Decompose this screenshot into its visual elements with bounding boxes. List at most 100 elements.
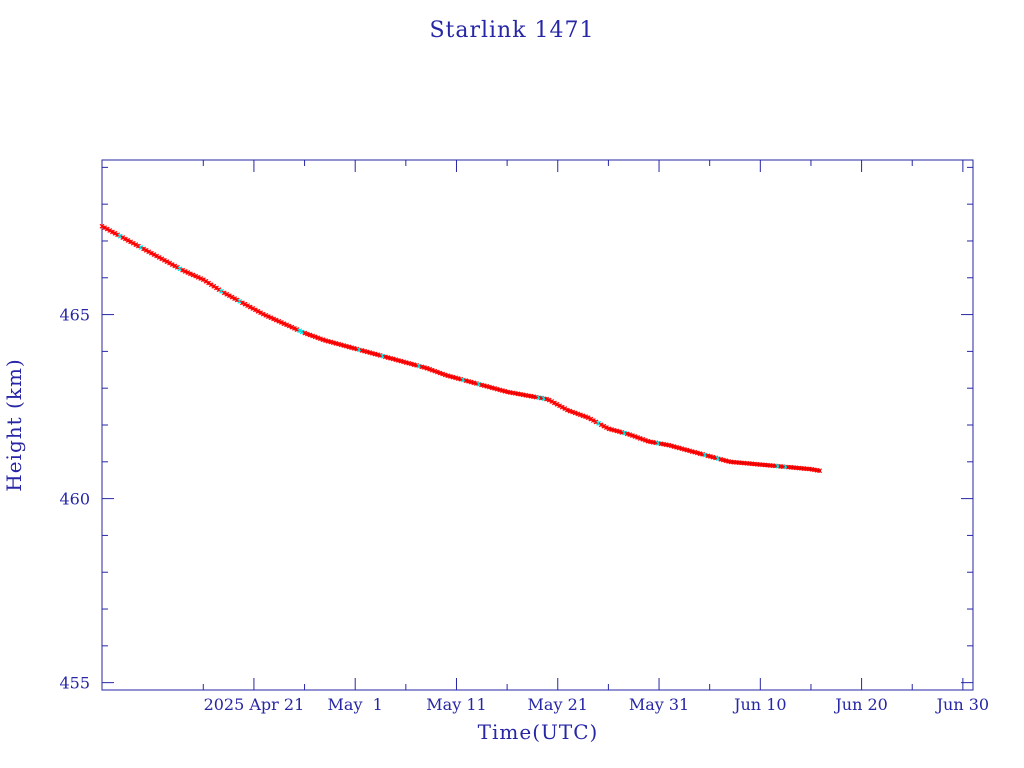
- data-point: [148, 250, 154, 256]
- data-point: [164, 259, 170, 265]
- x-tick-label: Jun 30: [935, 695, 989, 714]
- data-point: [112, 230, 118, 236]
- data-point: [434, 369, 440, 375]
- series-layer: [99, 223, 823, 474]
- data-point: [128, 239, 134, 245]
- data-point: [104, 226, 110, 232]
- data-point: [195, 274, 201, 280]
- data-point: [255, 308, 261, 314]
- x-tick-label: May 31: [629, 695, 689, 714]
- data-point: [159, 256, 165, 262]
- data-point: [580, 413, 586, 419]
- data-point: [263, 312, 269, 318]
- data-point: [312, 334, 318, 340]
- data-point: [637, 435, 643, 441]
- data-point-cyan: [177, 266, 183, 272]
- data-point: [187, 271, 193, 277]
- data-point: [437, 370, 443, 376]
- x-tick-label: 2025 Apr 21: [204, 695, 305, 714]
- data-point: [258, 310, 264, 316]
- data-point: [304, 331, 310, 337]
- data-point: [265, 314, 271, 319]
- plot-frame: [101, 159, 974, 691]
- data-point: [107, 228, 113, 233]
- data-point: [151, 252, 157, 258]
- x-tick-label: Jun 10: [732, 695, 786, 714]
- data-point: [213, 285, 219, 291]
- data-point: [554, 401, 560, 407]
- data-point: [206, 280, 212, 286]
- data-point: [276, 318, 282, 324]
- data-point: [200, 277, 206, 283]
- data-point: [247, 304, 253, 310]
- data-point: [229, 294, 235, 300]
- data-point: [185, 270, 191, 276]
- data-point-cyan: [237, 298, 243, 304]
- data-point: [585, 415, 591, 421]
- data-point: [549, 399, 555, 404]
- data-point: [146, 249, 152, 255]
- data-point: [273, 317, 279, 323]
- x-tick-label: Jun 20: [833, 695, 887, 714]
- data-point: [190, 272, 196, 278]
- data-point: [102, 225, 108, 231]
- data-point: [640, 436, 646, 442]
- data-point: [286, 323, 292, 329]
- data-point: [432, 368, 438, 374]
- data-point: [242, 301, 248, 307]
- data-point: [161, 257, 167, 263]
- x-axis-title: Time(UTC): [478, 720, 599, 744]
- y-axis: 455 460 465: [59, 166, 973, 693]
- data-point: [583, 414, 589, 420]
- data-point: [642, 437, 648, 443]
- data-point: [135, 243, 141, 249]
- data-point-cyan: [138, 245, 144, 250]
- data-point: [130, 240, 136, 246]
- data-point: [226, 293, 232, 299]
- data-point: [216, 287, 222, 293]
- data-point: [635, 435, 641, 440]
- data-point: [141, 246, 147, 252]
- data-point: [291, 325, 297, 331]
- data-point: [440, 371, 446, 377]
- y-tick-label: 455: [59, 674, 90, 693]
- x-tick-label: May 21: [528, 695, 588, 714]
- data-point: [156, 255, 162, 260]
- data-point: [817, 468, 823, 474]
- data-point: [193, 273, 199, 279]
- data-point: [632, 434, 638, 439]
- data-point: [551, 400, 557, 406]
- data-point: [289, 324, 295, 330]
- data-point: [167, 260, 173, 266]
- data-point: [180, 267, 186, 273]
- data-point: [182, 268, 188, 274]
- data-point: [224, 291, 230, 297]
- data-point: [109, 229, 115, 235]
- data-point: [317, 336, 323, 342]
- data-point: [271, 316, 277, 322]
- data-point: [629, 433, 635, 438]
- data-point-cyan: [297, 328, 303, 334]
- data-point: [125, 237, 131, 243]
- data-point: [120, 235, 126, 241]
- data-point: [294, 327, 300, 332]
- plot-area: 2025 Apr 21 May 1 May 11 May 21 May 31 Jun 10…: [59, 159, 989, 714]
- y-tick-label: 460: [59, 490, 90, 509]
- data-point: [588, 416, 594, 422]
- data-point: [590, 418, 596, 423]
- data-point: [598, 422, 604, 428]
- data-point-cyan: [219, 288, 225, 294]
- data-point: [198, 276, 204, 281]
- data-point: [546, 397, 552, 403]
- data-point: [174, 264, 180, 270]
- data-point: [310, 333, 316, 339]
- data-point: [234, 297, 240, 303]
- data-point: [250, 306, 256, 311]
- data-point: [544, 396, 550, 402]
- chart-title: Starlink 1471: [429, 18, 594, 43]
- data-point: [278, 320, 284, 325]
- series-line: [101, 225, 822, 472]
- data-point: [143, 247, 149, 253]
- x-tick-label: May 1: [328, 695, 383, 714]
